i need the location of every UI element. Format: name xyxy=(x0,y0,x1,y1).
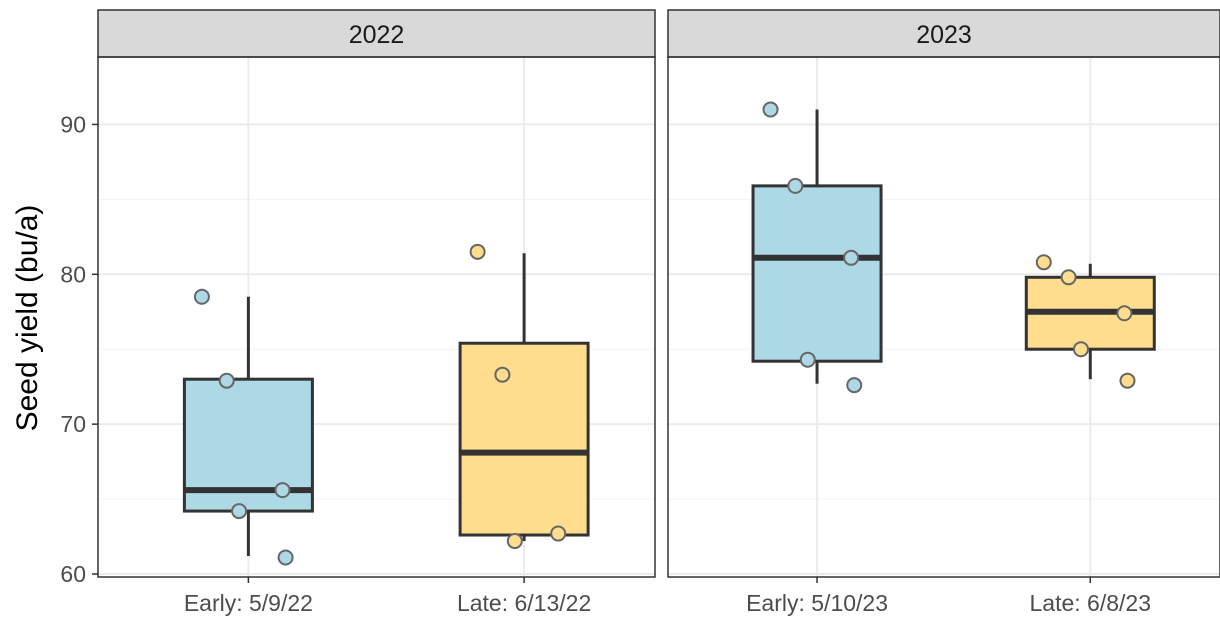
data-point xyxy=(277,549,294,566)
data-point xyxy=(1116,305,1133,322)
y-tick-label: 90 xyxy=(60,111,86,137)
y-tick-label: 60 xyxy=(60,561,86,587)
strip-background xyxy=(667,9,1220,58)
data-point xyxy=(231,503,248,520)
box-iqr xyxy=(751,184,883,363)
box-late xyxy=(1024,254,1156,389)
strip-label: 2022 xyxy=(349,21,405,49)
data-point xyxy=(846,377,863,394)
data-point xyxy=(550,525,567,542)
data-point xyxy=(843,249,860,266)
panel-2023: 2023 Early: 5/10/23 Late: 6/8/23 xyxy=(667,9,1220,616)
data-point xyxy=(799,351,816,368)
data-point xyxy=(762,101,779,118)
box-iqr xyxy=(458,341,590,537)
box-late xyxy=(458,243,590,550)
data-point xyxy=(494,366,511,383)
x-tick-label: Early: 5/9/22 xyxy=(184,590,313,616)
data-point xyxy=(218,372,235,389)
data-point xyxy=(1072,341,1089,358)
data-point xyxy=(506,533,523,550)
y-tick-label: 70 xyxy=(60,411,86,437)
x-tick-label: Early: 5/10/23 xyxy=(746,590,888,616)
box-early xyxy=(182,288,314,566)
data-point xyxy=(1035,254,1052,271)
y-axis-title: Seed yield (bu/a) xyxy=(11,205,44,432)
y-tick-label: 80 xyxy=(60,261,86,287)
x-tick-label: Late: 6/8/23 xyxy=(1030,590,1152,616)
data-point xyxy=(1119,372,1136,389)
data-point xyxy=(469,243,486,260)
data-point xyxy=(274,482,291,499)
panel-border xyxy=(97,56,656,578)
panel-2022: 2022 Early: 5/9/22 Late: 6/13/22 xyxy=(97,9,656,616)
box-early xyxy=(751,101,883,394)
data-point xyxy=(1060,269,1077,286)
data-point xyxy=(193,288,210,305)
strip-label: 2023 xyxy=(916,21,972,49)
x-tick-label: Late: 6/13/22 xyxy=(457,590,591,616)
data-point xyxy=(787,177,804,194)
panel-border xyxy=(667,56,1220,578)
